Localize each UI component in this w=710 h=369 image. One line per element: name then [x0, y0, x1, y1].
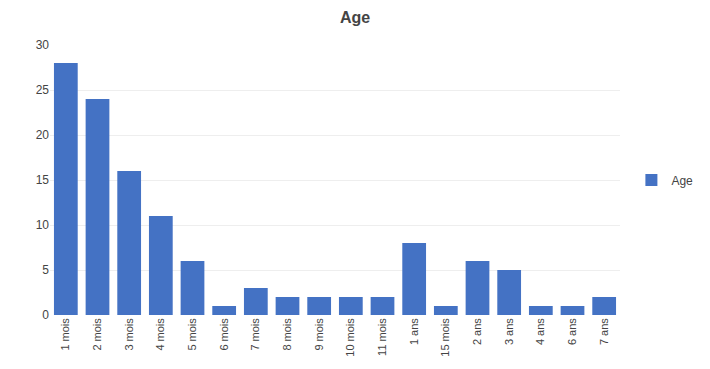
svg-text:9 mois: 9 mois	[313, 318, 325, 351]
svg-text:5: 5	[42, 263, 49, 277]
svg-text:7 ans: 7 ans	[598, 318, 610, 345]
svg-text:5 mois: 5 mois	[186, 318, 198, 351]
svg-text:15: 15	[36, 173, 50, 187]
svg-text:Age: Age	[340, 9, 370, 26]
svg-text:6 ans: 6 ans	[566, 318, 578, 345]
svg-text:11 mois: 11 mois	[376, 318, 388, 356]
svg-text:3 ans: 3 ans	[503, 318, 515, 345]
svg-text:0: 0	[42, 308, 49, 322]
svg-text:4 ans: 4 ans	[534, 318, 546, 345]
svg-text:3 mois: 3 mois	[123, 318, 135, 351]
svg-text:30: 30	[36, 38, 50, 52]
svg-text:25: 25	[36, 83, 50, 97]
svg-text:2 mois: 2 mois	[91, 318, 103, 351]
svg-text:Age: Age	[671, 174, 693, 188]
svg-text:1 ans: 1 ans	[408, 318, 420, 345]
svg-text:2 ans: 2 ans	[471, 318, 483, 345]
svg-text:15 mois: 15 mois	[439, 318, 451, 357]
svg-text:4 mois: 4 mois	[154, 318, 166, 351]
svg-text:20: 20	[36, 128, 50, 142]
svg-text:6 mois: 6 mois	[218, 318, 230, 351]
svg-text:7 mois: 7 mois	[249, 318, 261, 351]
svg-text:1 mois: 1 mois	[59, 318, 71, 351]
svg-text:10 mois: 10 mois	[344, 318, 356, 357]
svg-text:10: 10	[36, 218, 50, 232]
svg-text:8 mois: 8 mois	[281, 318, 293, 351]
